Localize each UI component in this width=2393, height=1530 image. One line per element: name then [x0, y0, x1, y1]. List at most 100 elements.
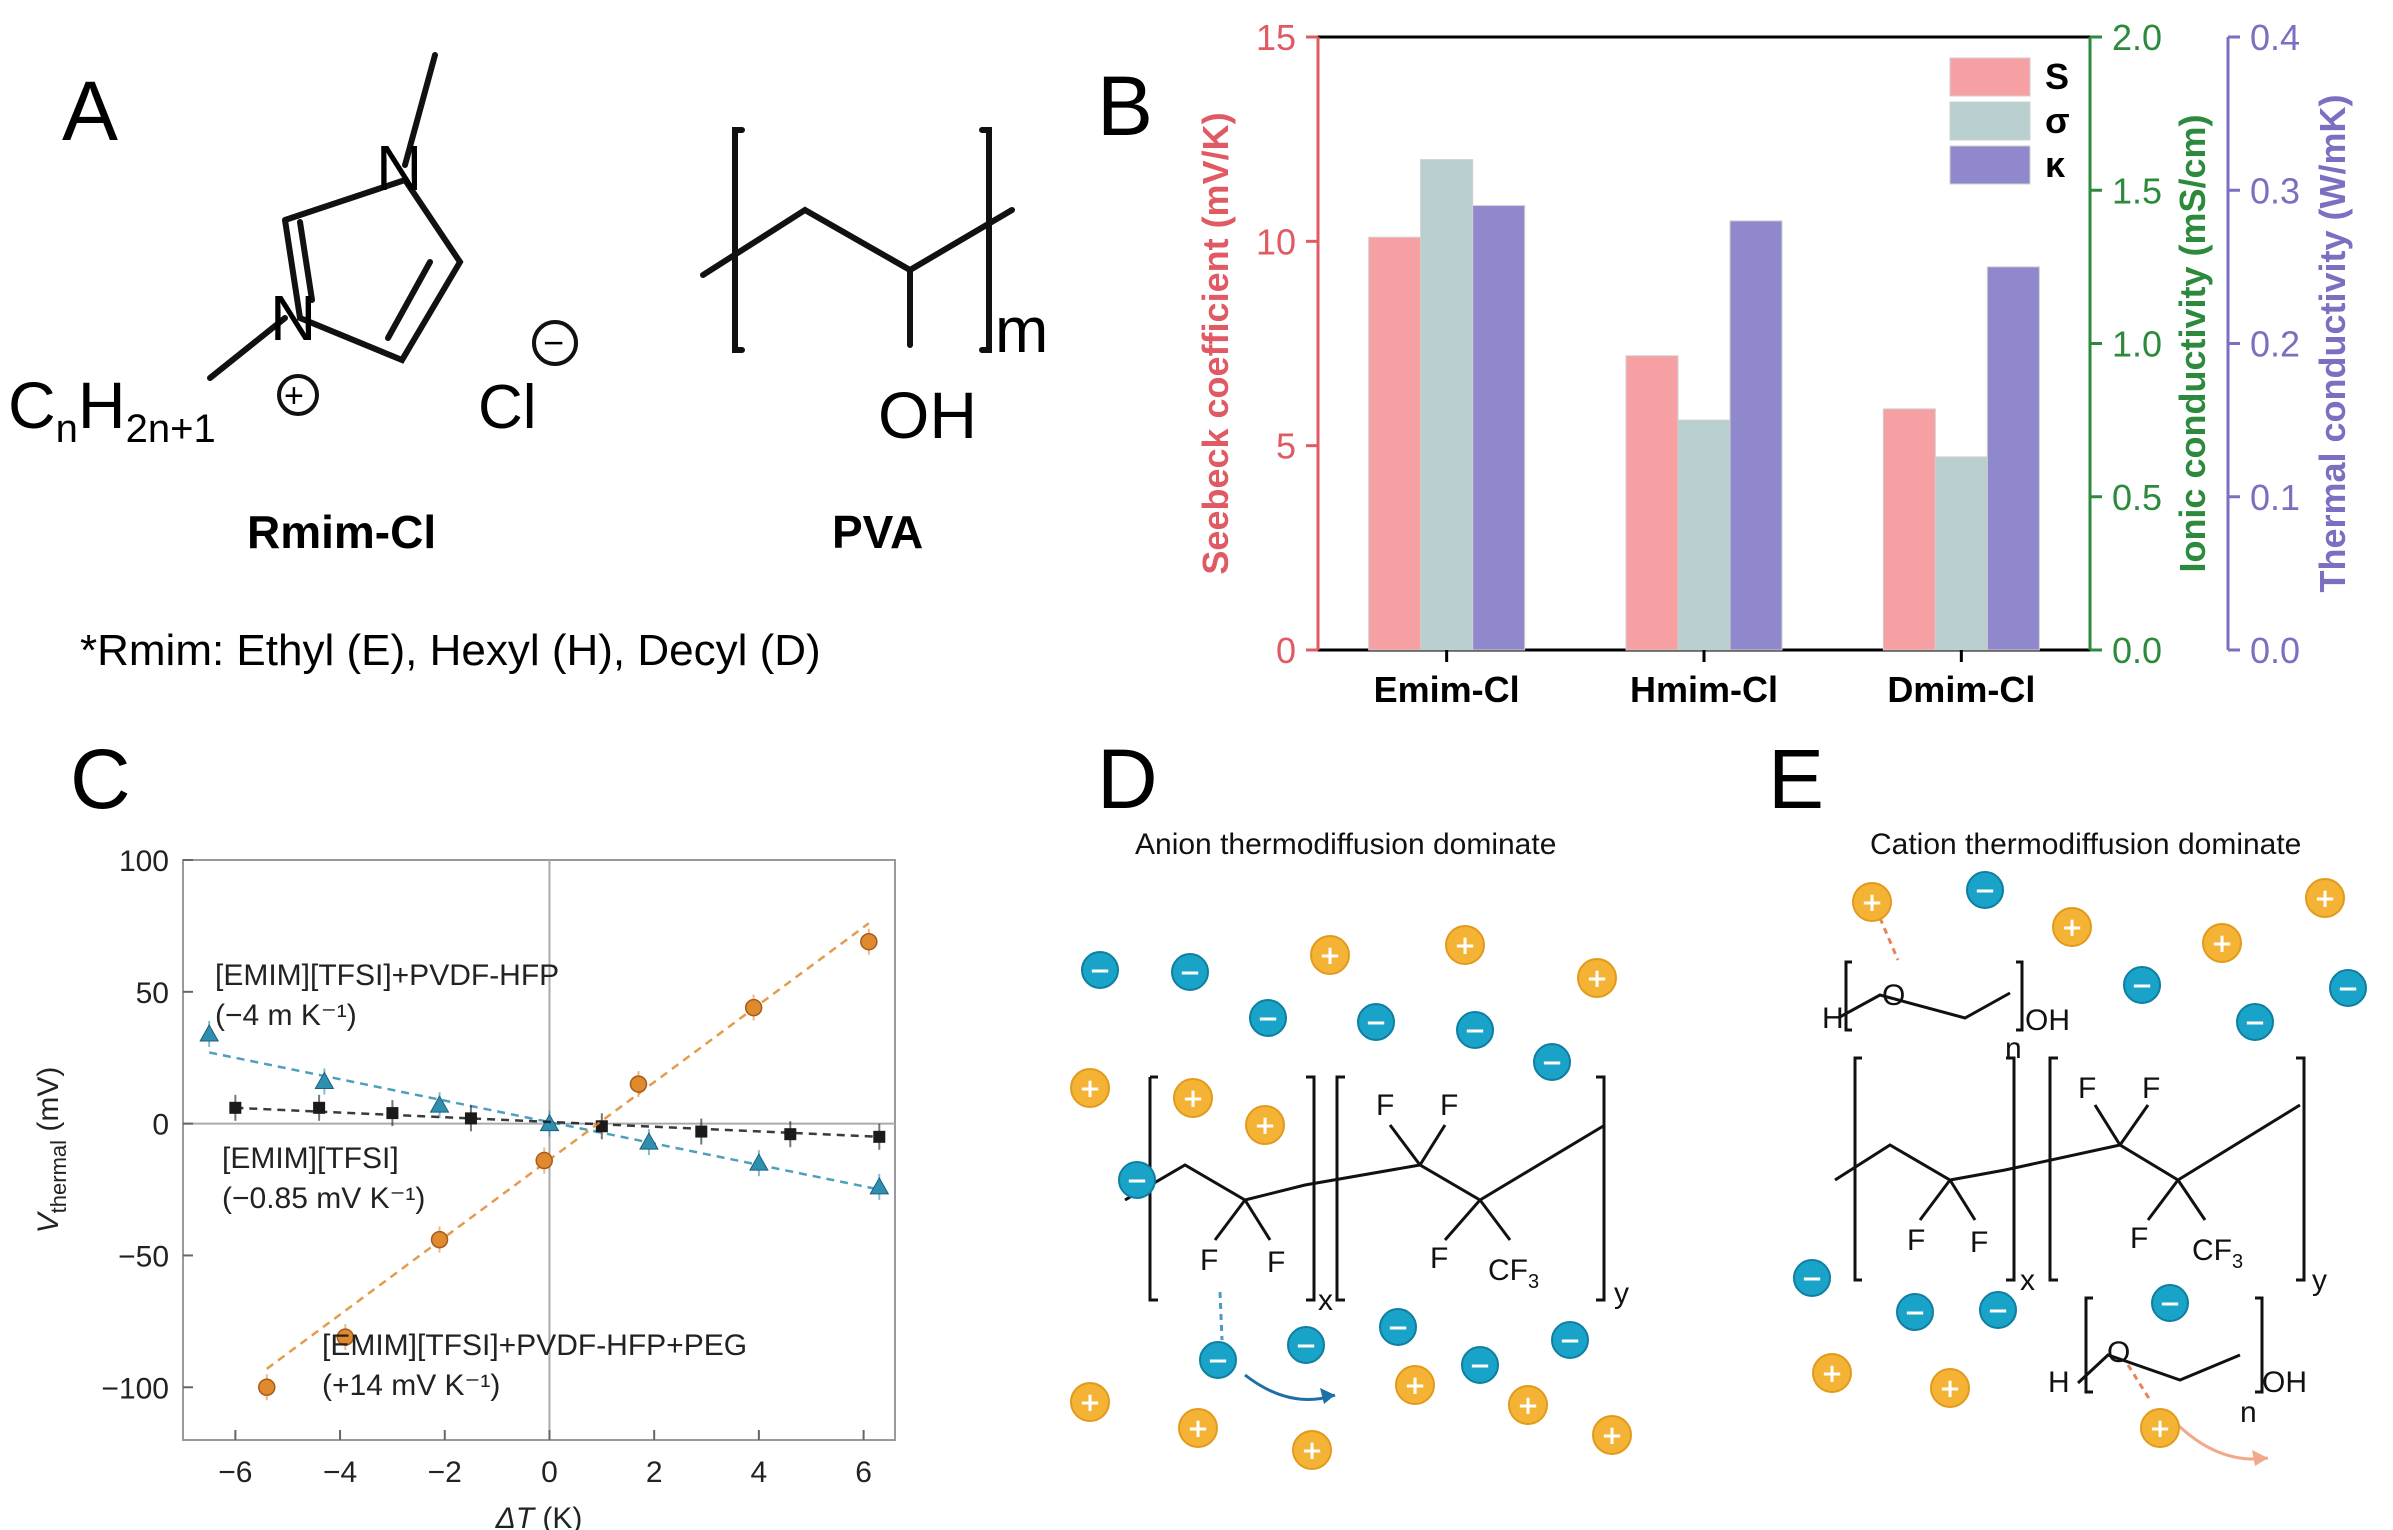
y-axis-3-tick-label: 0.4: [2250, 17, 2300, 58]
svg-text:+: +: [1454, 931, 1476, 961]
svg-text:−: −: [1365, 1008, 1387, 1038]
pvdf-hfp-structure-d: F F F F F CF3 x y: [1124, 1075, 1629, 1317]
y-axis-1-tick-label: 0: [1276, 630, 1296, 671]
peg-structure-bottom: H O OH n: [2048, 1296, 2307, 1429]
cation-icon: [1577, 958, 1617, 998]
data-point: [258, 1378, 276, 1397]
y-axis-1-title: Seebeck coefficient (mV/K): [1195, 112, 1236, 574]
legend-swatch-σ: [1949, 101, 2031, 141]
panel-e-label: E: [1768, 732, 1824, 826]
svg-text:−: −: [2337, 974, 2359, 1004]
negative-charge-icon: [532, 320, 578, 366]
panel-a: A N N + CnH2n+1 Cl − Rmim-Cl m: [8, 52, 1048, 675]
legend-swatch-κ: [1949, 145, 2031, 185]
x-tick-label: −2: [428, 1456, 462, 1489]
y-axis-3-tick-label: 0.2: [2250, 324, 2300, 365]
y-axis-3-tick-label: 0.0: [2250, 630, 2300, 671]
rmim-cl-caption: Rmim-Cl: [247, 506, 436, 558]
svg-text:F: F: [1970, 1226, 1988, 1259]
anion-icon: [1199, 1341, 1237, 1379]
y-axis-2-tick-label: 1.5: [2112, 170, 2162, 211]
svg-text:n: n: [2240, 1396, 2257, 1429]
ion-field-e: − − − − − − − − + + + + + + +: [1793, 871, 2367, 1448]
svg-text:y: y: [2312, 1264, 2327, 1297]
cation-icon: [1592, 1415, 1632, 1455]
data-point: [386, 1107, 399, 1120]
svg-text:+: +: [284, 377, 304, 415]
legend-label-κ: κ: [2045, 144, 2066, 185]
scatter-chart: −6 −4 −2 0 2 4 6 100 50 0 −50 −100 ΔT (K) Vthermal (m…: [32, 845, 896, 1530]
panel-b: B Emim-Cl Hmim-Cl Dmim-Cl 0 5 10 15 Seebeck coe…: [1097, 17, 2353, 710]
interaction-dashed-line: [1218, 1291, 1224, 1341]
svg-text:−: −: [543, 322, 564, 363]
svg-text:CF3: CF3: [1488, 1254, 1539, 1293]
svg-text:+: +: [2149, 1414, 2171, 1444]
cation-icon: [1445, 925, 1485, 965]
y-axis-3-tick-label: 0.3: [2250, 170, 2300, 211]
bar-κ-Hmim-Cl: [1729, 220, 1783, 651]
svg-text:H: H: [1822, 1002, 1844, 1035]
cation-icon: [1178, 1408, 1218, 1448]
data-point: [695, 1125, 708, 1138]
cation-icon: [1173, 1078, 1213, 1118]
panel-b-label: B: [1097, 59, 1153, 153]
svg-text:H: H: [2048, 1366, 2070, 1399]
cation-icon: [1245, 1105, 1285, 1145]
svg-text:+: +: [2314, 884, 2336, 914]
anion-icon: [1456, 1011, 1494, 1049]
anion-icon: [2329, 969, 2367, 1007]
svg-text:−: −: [1295, 1331, 1317, 1361]
y-tick-label: 100: [119, 845, 169, 878]
bar-S-Hmim-Cl: [1625, 355, 1679, 651]
data-point: [629, 1075, 648, 1093]
series-label-1: [EMIM][TFSI]: [222, 1142, 399, 1175]
y-axis-2-tick-label: 1.0: [2112, 324, 2162, 365]
series-label-2: [EMIM][TFSI]+PVDF-HFP+PEG: [322, 1329, 747, 1362]
top-cation-interaction: [1878, 917, 1900, 961]
x-tick-label: Dmim-Cl: [1887, 669, 2035, 710]
x-tick-label: 6: [855, 1456, 872, 1489]
svg-text:OH: OH: [2262, 1366, 2307, 1399]
bar-σ-Emim-Cl: [1420, 159, 1474, 651]
y-axis-1-tick-label: 5: [1276, 426, 1296, 467]
anion-icon: [1551, 1321, 1589, 1359]
data-point: [860, 932, 878, 951]
svg-text:OH: OH: [2025, 1004, 2070, 1037]
y-tick-label: −100: [101, 1372, 169, 1405]
data-point: [535, 1151, 553, 1170]
anion-icon: [1379, 1308, 1417, 1346]
bar-S-Dmim-Cl: [1882, 408, 1936, 651]
y-axis-2-tick-label: 2.0: [2112, 17, 2162, 58]
y-axis-2-tick-label: 0.0: [2112, 630, 2162, 671]
svg-text:+: +: [2061, 913, 2083, 943]
atom-n-plus: N: [270, 282, 316, 354]
panel-d-label: D: [1097, 732, 1158, 826]
data-point: [749, 1153, 769, 1171]
svg-text:+: +: [1319, 941, 1341, 971]
series-slope-2: (+14 mV K⁻¹): [322, 1369, 500, 1402]
svg-text:F: F: [1907, 1224, 1925, 1257]
anion-icon: [1896, 1293, 1934, 1331]
data-point: [869, 1176, 890, 1195]
svg-text:−: −: [2131, 971, 2153, 1001]
svg-text:+: +: [1079, 1388, 1101, 1418]
bottom-cation-interaction: [2126, 1364, 2152, 1401]
data-point: [639, 1132, 659, 1150]
x-tick-label: 0: [541, 1456, 558, 1489]
cation-icon: [2202, 923, 2242, 963]
svg-text:−: −: [1387, 1313, 1409, 1343]
svg-text:+: +: [1254, 1111, 1276, 1141]
peg-structure-top: H O OH n: [1822, 960, 2070, 1065]
svg-text:CF3: CF3: [2192, 1234, 2243, 1273]
x-axis-title: ΔT (K): [495, 1502, 583, 1530]
anion-icon: [2151, 1284, 2189, 1322]
svg-text:−: −: [1469, 1351, 1491, 1381]
svg-text:x: x: [2020, 1264, 2035, 1297]
svg-text:+: +: [1861, 888, 1883, 918]
svg-text:F: F: [2142, 1072, 2160, 1105]
svg-text:−: −: [1987, 1296, 2009, 1326]
svg-text:O: O: [2107, 1336, 2130, 1369]
svg-text:−: −: [1089, 956, 1111, 986]
cation-icon: [1812, 1353, 1852, 1393]
svg-text:F: F: [1440, 1089, 1458, 1122]
